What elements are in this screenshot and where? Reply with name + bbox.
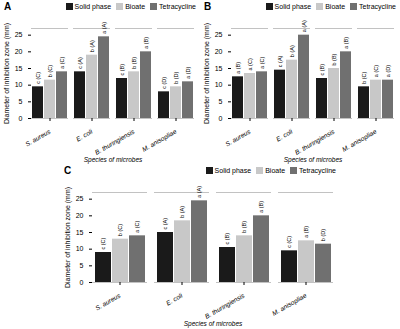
svg-text:25: 25 <box>15 31 23 38</box>
svg-text:a (B): a (B) <box>143 37 149 49</box>
svg-text:25: 25 <box>76 195 84 202</box>
svg-text:Species of microbes: Species of microbes <box>84 156 143 164</box>
svg-text:b (A): b (A) <box>289 45 295 57</box>
svg-text:c (A): c (A) <box>162 218 168 230</box>
svg-text:c (C): c (C) <box>100 237 106 249</box>
html-text:Bioate: Bioate <box>265 166 285 174</box>
svg-text:B. thuringiensis: B. thuringiensis <box>94 127 137 157</box>
svg-text:10: 10 <box>215 81 223 88</box>
svg-text:E. coli: E. coli <box>165 291 184 306</box>
svg-text:5: 5 <box>19 98 23 105</box>
svg-text:b (A): b (A) <box>179 206 185 218</box>
svg-text:b (C): b (C) <box>47 65 53 77</box>
svg-text:a (A): a (A) <box>101 22 107 34</box>
svg-text:b (B): b (B) <box>131 57 137 69</box>
svg-text:15: 15 <box>76 229 84 236</box>
svg-text:E. coli: E. coli <box>275 127 294 142</box>
svg-text:a (D): a (D) <box>185 66 191 78</box>
svg-text:5: 5 <box>80 262 84 269</box>
svg-text:a (B): a (B) <box>258 201 264 213</box>
svg-text:S. aureus: S. aureus <box>24 127 52 147</box>
svg-text:a (D): a (D) <box>385 65 391 77</box>
svg-text:M. anisopliae: M. anisopliae <box>141 127 179 153</box>
svg-text:Species of microbes: Species of microbes <box>284 156 343 164</box>
svg-text:10: 10 <box>76 245 84 252</box>
html-text:A: A <box>4 0 12 12</box>
html-text:Solid phase: Solid phase <box>74 2 112 10</box>
svg-text:15: 15 <box>215 65 223 72</box>
html-text:Bioate: Bioate <box>325 2 345 10</box>
svg-text:b (C): b (C) <box>361 71 367 83</box>
svg-text:a (B): a (B) <box>303 226 309 238</box>
svg-text:c (B): c (B) <box>119 64 125 76</box>
svg-text:a (C): a (C) <box>247 58 253 70</box>
svg-text:c (A): c (A) <box>77 57 83 69</box>
svg-text:5: 5 <box>219 98 223 105</box>
html-text:Tetracycline: Tetracycline <box>159 2 196 10</box>
svg-text:0: 0 <box>219 115 223 122</box>
svg-text:c (C): c (C) <box>286 236 292 248</box>
svg-text:20: 20 <box>215 48 223 55</box>
svg-text:S. aureus: S. aureus <box>224 127 252 147</box>
svg-text:20: 20 <box>76 212 84 219</box>
svg-text:Diameter of inhibition zone (m: Diameter of inhibition zone (mm) <box>64 187 72 288</box>
svg-text:a (B): a (B) <box>343 37 349 49</box>
html-text:Tetracycline: Tetracycline <box>359 2 396 10</box>
svg-text:a (C): a (C) <box>259 56 265 68</box>
html-text:Bioate: Bioate <box>125 2 145 10</box>
svg-text:0: 0 <box>80 279 84 286</box>
svg-text:c (B): c (B) <box>319 64 325 76</box>
svg-text:a (A): a (A) <box>196 186 202 198</box>
svg-text:S. aureus: S. aureus <box>94 291 122 311</box>
svg-text:25: 25 <box>215 31 223 38</box>
svg-text:b (C): b (C) <box>117 224 123 236</box>
html-text:Solid phase: Solid phase <box>274 2 312 10</box>
svg-text:Species of microbes: Species of microbes <box>184 320 243 328</box>
svg-text:0: 0 <box>19 115 23 122</box>
svg-text:c (D): c (D) <box>161 77 167 89</box>
svg-text:B. thuringiensis: B. thuringiensis <box>204 291 247 321</box>
svg-text:c (C): c (C) <box>35 72 41 84</box>
svg-text:a (C): a (C) <box>373 65 379 77</box>
svg-text:c (A): c (A) <box>277 55 283 67</box>
html-text:C: C <box>64 164 72 176</box>
html-text:Tetracycline: Tetracycline <box>299 166 336 174</box>
svg-text:M. anisopliae: M. anisopliae <box>341 127 379 153</box>
html-text:B: B <box>204 0 212 12</box>
html-text:Solid phase: Solid phase <box>214 166 252 174</box>
svg-text:E. coli: E. coli <box>75 127 94 142</box>
svg-text:a (A): a (A) <box>301 20 307 32</box>
svg-text:Diameter of inhibition zone (m: Diameter of inhibition zone (mm) <box>3 23 11 124</box>
svg-text:b (D): b (D) <box>320 229 326 241</box>
svg-text:15: 15 <box>15 65 23 72</box>
svg-text:M. anisopliae: M. anisopliae <box>271 291 309 317</box>
svg-text:a (B): a (B) <box>235 62 241 74</box>
svg-text:B. thuringiensis: B. thuringiensis <box>294 127 337 157</box>
svg-text:b (B): b (B) <box>241 221 247 233</box>
svg-text:b (B): b (B) <box>331 53 337 65</box>
svg-text:a (C): a (C) <box>134 220 140 232</box>
svg-text:20: 20 <box>15 48 23 55</box>
svg-text:c (B): c (B) <box>224 233 230 245</box>
svg-text:b (D): b (D) <box>173 71 179 83</box>
svg-text:b (A): b (A) <box>89 40 95 52</box>
svg-text:Diameter of inhibition zone (m: Diameter of inhibition zone (mm) <box>203 23 211 124</box>
svg-text:a (C): a (C) <box>59 56 65 68</box>
svg-text:10: 10 <box>15 81 23 88</box>
